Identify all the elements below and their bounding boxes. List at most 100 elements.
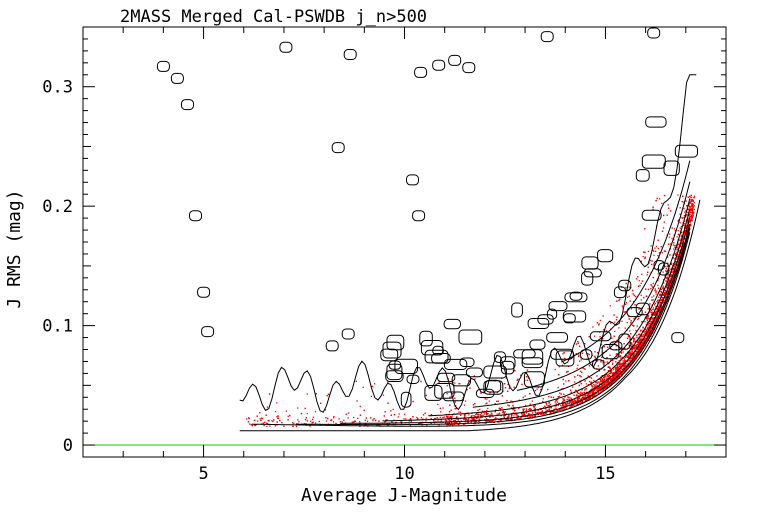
scatter-point — [635, 355, 637, 357]
scatter-point — [691, 199, 694, 201]
scatter-point — [647, 323, 649, 325]
scatter-point — [248, 417, 250, 419]
scatter-point — [281, 422, 283, 424]
scatter-point — [612, 362, 614, 364]
scatter-point — [489, 420, 491, 422]
scatter-point — [529, 413, 531, 415]
scatter-point — [333, 417, 335, 419]
scatter-point — [609, 354, 611, 356]
scatter-point — [631, 352, 633, 354]
scatter-point — [672, 271, 674, 273]
scatter-point — [576, 391, 578, 393]
scatter-point — [624, 365, 626, 367]
scatter-point — [647, 266, 649, 268]
scatter-point — [585, 399, 587, 401]
scatter-point — [556, 398, 559, 401]
scatter-point — [629, 359, 631, 362]
scatter-point — [618, 327, 620, 329]
scatter-point — [591, 392, 593, 394]
scatter-point — [657, 273, 659, 275]
scatter-point — [438, 424, 440, 426]
scatter-point — [643, 331, 645, 333]
scatter-point — [453, 392, 456, 394]
scatter-point — [654, 302, 656, 304]
scatter-point — [631, 289, 634, 292]
scatter-point — [359, 423, 361, 425]
scatter-point — [685, 200, 687, 202]
scatter-point — [653, 295, 655, 297]
scatter-point — [525, 408, 528, 410]
scatter-point — [426, 424, 428, 426]
scatter-point — [563, 398, 565, 400]
scatter-point — [600, 360, 602, 362]
scatter-point — [642, 341, 644, 344]
scatter-point — [589, 396, 591, 398]
scatter-point — [670, 269, 672, 271]
scatter-point — [619, 356, 621, 358]
scatter-point — [640, 335, 642, 338]
scatter-point — [652, 282, 654, 285]
scatter-point — [518, 407, 520, 410]
scatter-point — [581, 401, 584, 403]
scatter-point — [293, 422, 295, 425]
scatter-point — [450, 417, 452, 419]
scatter-point — [557, 404, 559, 406]
scatter-point — [603, 387, 605, 390]
scatter-point — [570, 398, 572, 400]
scatter-point — [579, 360, 581, 362]
scatter-point — [580, 398, 582, 401]
scatter-point — [671, 279, 673, 281]
scatter-point — [624, 303, 627, 305]
scatter-point — [546, 409, 548, 411]
scatter-point — [689, 205, 692, 208]
scatter-point — [602, 390, 604, 392]
scatter-point — [628, 365, 630, 367]
scatter-point — [650, 311, 652, 313]
scatter-point — [636, 355, 638, 357]
scatter-point — [566, 404, 568, 407]
scatter-point — [588, 394, 591, 397]
scatter-point — [623, 311, 625, 313]
scatter-point — [608, 384, 610, 386]
scatter-point — [611, 383, 613, 385]
scatter-point — [604, 383, 606, 385]
scatter-point — [446, 393, 448, 395]
scatter-point — [620, 363, 622, 366]
scatter-point — [347, 417, 349, 419]
scatter-point — [274, 425, 277, 427]
scatter-point — [570, 401, 572, 403]
scatter-point — [522, 414, 524, 417]
scatter-point — [617, 367, 619, 369]
scatter-point — [644, 251, 646, 254]
scatter-point — [573, 398, 576, 400]
scatter-point — [477, 415, 479, 417]
scatter-point — [517, 378, 519, 380]
scatter-point — [604, 361, 606, 363]
scatter-point — [606, 375, 609, 377]
scatter-point — [505, 414, 507, 416]
scatter-point — [459, 411, 462, 413]
scatter-point — [648, 318, 650, 320]
scatter-point — [625, 302, 628, 304]
scatter-point — [667, 204, 669, 206]
scatter-point — [687, 219, 689, 221]
scatter-point — [630, 362, 632, 364]
scatter-point — [580, 391, 582, 393]
scatter-point — [691, 210, 693, 212]
scatter-point — [527, 414, 529, 416]
scatter-point — [528, 415, 530, 417]
scatter-point — [617, 371, 619, 373]
scatter-point — [486, 410, 488, 412]
scatter-point — [662, 287, 664, 290]
scatter-point — [598, 385, 600, 387]
scatter-point — [624, 366, 626, 368]
scatter-point — [257, 420, 259, 422]
scatter-point — [630, 333, 632, 335]
scatter-point — [606, 357, 608, 359]
scatter-point — [601, 356, 603, 358]
scatter-point — [676, 245, 679, 247]
scatter-point — [633, 358, 635, 361]
scatter-point — [494, 411, 496, 413]
scatter-point — [611, 373, 614, 375]
scatter-point — [676, 249, 678, 251]
